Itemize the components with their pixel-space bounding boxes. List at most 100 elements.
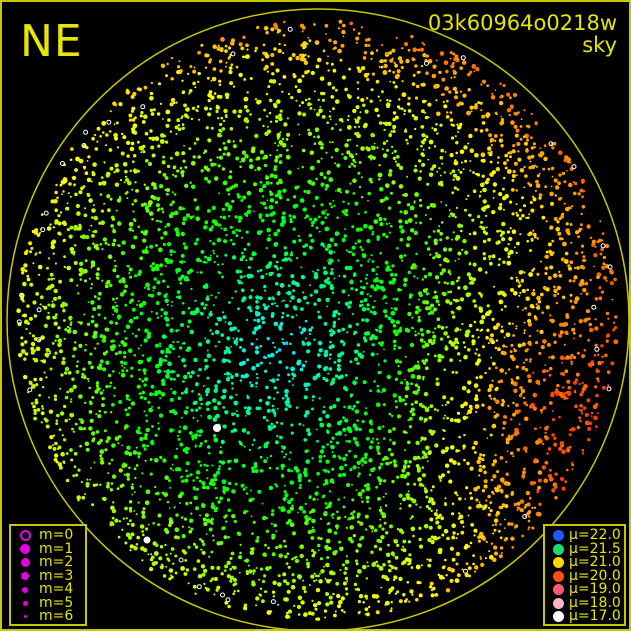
star-mark <box>367 191 372 196</box>
star-mark <box>233 339 239 345</box>
star-mark <box>517 157 522 162</box>
star-mark <box>547 167 551 171</box>
star-mark <box>98 181 103 186</box>
star-mark <box>379 506 382 509</box>
star-mark <box>612 328 616 332</box>
star-mark <box>355 322 359 326</box>
star-mark <box>558 415 561 419</box>
star-mark <box>436 170 439 173</box>
star-mark <box>197 574 203 579</box>
star-mark <box>265 566 270 571</box>
star-mark <box>300 266 303 269</box>
star-mark <box>74 422 78 426</box>
star-mark <box>105 173 110 178</box>
star-mark <box>568 279 572 283</box>
star-mark <box>182 425 188 431</box>
star-mark <box>258 296 263 300</box>
star-mark <box>83 268 88 274</box>
star-mark <box>162 118 164 120</box>
star-mark <box>60 303 65 308</box>
star-mark <box>63 255 66 258</box>
star-mark <box>167 118 171 122</box>
star-mark <box>163 370 166 373</box>
star-mark <box>417 48 421 52</box>
star-mark <box>58 349 64 354</box>
star-mark <box>459 122 463 126</box>
star-mark <box>216 585 221 590</box>
star-mark <box>273 321 279 327</box>
star-mark <box>325 414 330 419</box>
star-mark <box>453 95 459 100</box>
star-mark <box>583 348 587 352</box>
star-mark <box>283 539 286 543</box>
star-mark <box>348 428 353 434</box>
star-mark <box>204 439 208 443</box>
star-mark <box>362 103 366 107</box>
star-mark <box>440 201 443 203</box>
star-mark <box>81 372 85 376</box>
star-mark <box>538 172 541 175</box>
star-mark <box>356 81 360 84</box>
star-mark <box>278 83 281 86</box>
star-mark <box>76 211 81 216</box>
star-mark <box>561 392 566 397</box>
star-mark <box>229 373 232 376</box>
star-mark <box>59 183 63 187</box>
star-mark <box>455 551 461 557</box>
star-mark <box>142 533 145 537</box>
star-mark <box>284 253 287 257</box>
star-mark <box>247 205 252 209</box>
star-mark <box>330 95 335 99</box>
star-mark <box>520 118 523 121</box>
star-mark <box>273 242 279 247</box>
star-mark <box>23 374 28 380</box>
star-mark <box>366 307 370 311</box>
star-mark <box>495 413 500 417</box>
star-mark <box>32 384 35 387</box>
star-mark <box>284 493 289 498</box>
star-mark <box>326 556 330 560</box>
star-mark <box>379 279 384 284</box>
star-mark <box>418 291 423 296</box>
star-mark <box>386 457 390 460</box>
star-mark <box>317 57 322 63</box>
star-mark <box>512 455 515 458</box>
star-mark <box>380 286 385 291</box>
star-mark <box>239 275 243 279</box>
star-mark <box>487 342 490 345</box>
star-mark <box>515 276 518 279</box>
star-mark <box>323 49 326 52</box>
star-mark <box>433 84 438 89</box>
star-mark <box>369 310 373 314</box>
star-mark <box>496 161 500 164</box>
star-mark <box>352 108 357 114</box>
star-mark <box>427 272 433 277</box>
star-mark <box>514 133 519 138</box>
star-mark <box>282 211 286 215</box>
star-mark <box>190 184 196 190</box>
star-mark <box>182 380 185 383</box>
star-mark <box>255 295 258 299</box>
star-mark <box>444 403 447 406</box>
star-mark <box>549 366 553 371</box>
star-mark <box>107 243 110 246</box>
star-mark <box>433 512 438 517</box>
star-mark <box>223 373 226 376</box>
star-mark <box>179 166 183 170</box>
star-mark <box>274 194 278 198</box>
star-mark <box>216 379 221 384</box>
star-mark <box>373 142 376 145</box>
star-mark <box>35 292 40 296</box>
star-mark <box>378 178 381 181</box>
star-mark <box>391 57 394 60</box>
star-mark <box>189 65 193 68</box>
star-mark <box>169 428 174 433</box>
star-mark <box>248 164 254 170</box>
star-mark <box>162 574 167 578</box>
star-mark <box>511 546 515 549</box>
star-mark <box>137 87 141 90</box>
star-mark <box>480 83 483 86</box>
star-mark <box>219 541 224 545</box>
star-mark <box>68 266 71 269</box>
star-mark <box>268 271 273 277</box>
